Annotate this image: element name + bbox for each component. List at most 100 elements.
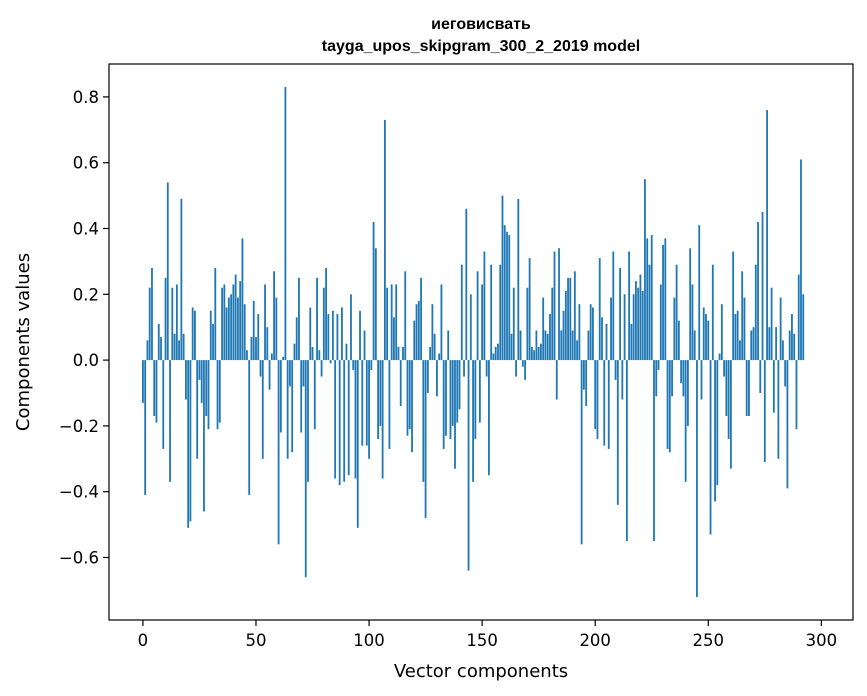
bar-8 xyxy=(160,337,162,361)
bar-198 xyxy=(589,304,592,361)
bar-20 xyxy=(187,360,190,528)
y-tick-label: 0.4 xyxy=(73,219,99,238)
bar-292 xyxy=(802,294,805,361)
bar-67 xyxy=(293,343,296,361)
bar-49 xyxy=(252,300,255,361)
bar-35 xyxy=(221,287,223,361)
bar-65 xyxy=(289,360,291,387)
bar-128 xyxy=(431,304,434,361)
bar-104 xyxy=(377,360,380,440)
bar-202 xyxy=(598,258,601,361)
bar-164 xyxy=(512,287,515,361)
bar-196 xyxy=(585,360,588,407)
bar-19 xyxy=(184,360,187,400)
bar-82 xyxy=(327,314,330,361)
bar-24 xyxy=(196,360,199,459)
bar-54 xyxy=(264,284,266,361)
bar-126 xyxy=(426,360,429,393)
bar-71 xyxy=(302,360,305,387)
bar-13 xyxy=(171,287,174,361)
bar-246 xyxy=(698,225,701,361)
bar-46 xyxy=(246,350,248,361)
bar-179 xyxy=(546,333,549,361)
bar-274 xyxy=(761,212,764,361)
bar-249 xyxy=(705,314,707,361)
bar-211 xyxy=(619,267,621,361)
bar-117 xyxy=(406,360,409,436)
bar-69 xyxy=(298,277,300,361)
bar-199 xyxy=(592,307,594,361)
bar-113 xyxy=(397,346,400,361)
bar-194 xyxy=(580,360,583,545)
bar-282 xyxy=(779,297,782,361)
bar-34 xyxy=(218,360,221,423)
bar-260 xyxy=(729,360,732,469)
bar-153 xyxy=(488,360,490,476)
bar-138 xyxy=(454,360,456,469)
bar-291 xyxy=(800,159,802,361)
bar-123 xyxy=(420,277,422,361)
bar-95 xyxy=(356,360,359,528)
bar-55 xyxy=(266,327,269,361)
bar-173 xyxy=(533,350,536,361)
bar-84 xyxy=(331,310,334,361)
bar-201 xyxy=(596,360,599,440)
bar-245 xyxy=(696,360,698,597)
bar-207 xyxy=(610,297,612,361)
bar-214 xyxy=(625,360,628,542)
bar-250 xyxy=(707,320,710,361)
bar-12 xyxy=(169,360,171,482)
chart-title: иеговисвать xyxy=(431,16,531,33)
bar-139 xyxy=(456,360,459,423)
bar-17 xyxy=(180,198,183,361)
bar-237 xyxy=(677,320,680,361)
bar-266 xyxy=(743,297,746,361)
bar-68 xyxy=(295,317,298,361)
bar-284 xyxy=(784,360,787,387)
bar-110 xyxy=(390,284,393,361)
bar-25 xyxy=(198,360,201,380)
chart-subtitle: tayga_upos_skipgram_300_2_2019 model xyxy=(322,38,640,55)
bar-247 xyxy=(700,360,703,400)
bar-242 xyxy=(689,248,692,361)
bar-21 xyxy=(189,360,192,522)
bar-205 xyxy=(605,323,608,361)
bar-33 xyxy=(216,360,219,430)
bar-1 xyxy=(144,360,147,495)
bar-106 xyxy=(381,360,384,479)
bar-114 xyxy=(399,360,402,407)
bar-157 xyxy=(497,343,499,361)
bar-287 xyxy=(791,314,793,361)
bar-11 xyxy=(166,182,169,361)
bar-222 xyxy=(644,179,646,361)
bar-217 xyxy=(632,294,635,361)
bar-87 xyxy=(338,360,341,486)
bar-233 xyxy=(668,360,671,453)
bar-263 xyxy=(736,310,739,361)
bar-203 xyxy=(601,317,603,361)
bar-188 xyxy=(567,277,569,361)
bar-151 xyxy=(483,251,486,361)
bar-70 xyxy=(300,360,303,433)
bar-257 xyxy=(723,360,726,377)
bar-262 xyxy=(734,314,737,361)
bar-38 xyxy=(227,297,230,361)
bar-166 xyxy=(517,198,520,361)
bar-14 xyxy=(173,333,176,361)
bar-212 xyxy=(621,360,624,400)
bar-152 xyxy=(485,360,488,377)
bar-61 xyxy=(279,360,282,433)
bar-244 xyxy=(693,330,696,361)
bar-271 xyxy=(754,264,757,361)
bar-60 xyxy=(277,360,280,545)
bar-59 xyxy=(275,297,278,361)
bar-129 xyxy=(433,333,436,361)
bar-47 xyxy=(248,360,251,495)
bar-80 xyxy=(322,287,325,361)
bar-176 xyxy=(540,343,542,361)
bar-169 xyxy=(524,360,526,380)
bar-154 xyxy=(490,264,493,361)
bar-42 xyxy=(237,297,239,361)
bar-200 xyxy=(594,360,597,430)
